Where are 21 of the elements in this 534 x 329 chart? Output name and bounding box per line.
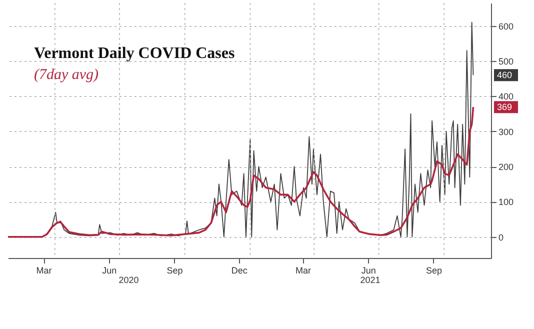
y-tick-label: 600 [498, 21, 514, 32]
annotation: 369 [497, 102, 512, 112]
text: 2020 [118, 275, 139, 285]
x-tick-label: Jun [102, 266, 117, 276]
x-tick-label: Jun [361, 266, 376, 276]
text: (7day avg) [34, 67, 99, 83]
text: 2021 [360, 275, 380, 285]
y-tick-label: 200 [498, 162, 514, 172]
annotation: 460 [497, 70, 512, 80]
y-tick-label: 100 [498, 197, 514, 208]
y-tick-label: 0 [498, 232, 504, 242]
x-tick-label: Sep [166, 266, 183, 276]
x-tick-label: Sep [426, 266, 442, 276]
text: Vermont Daily COVID Cases [34, 45, 235, 62]
y-tick-label: 500 [498, 56, 514, 67]
line-series [7, 106, 474, 238]
x-tick-label: Dec [231, 266, 248, 276]
y-tick-label: 300 [498, 126, 514, 137]
x-tick-label: Mar [296, 266, 312, 276]
y-tick-label: 400 [498, 92, 514, 102]
x-tick-label: Mar [36, 266, 52, 276]
